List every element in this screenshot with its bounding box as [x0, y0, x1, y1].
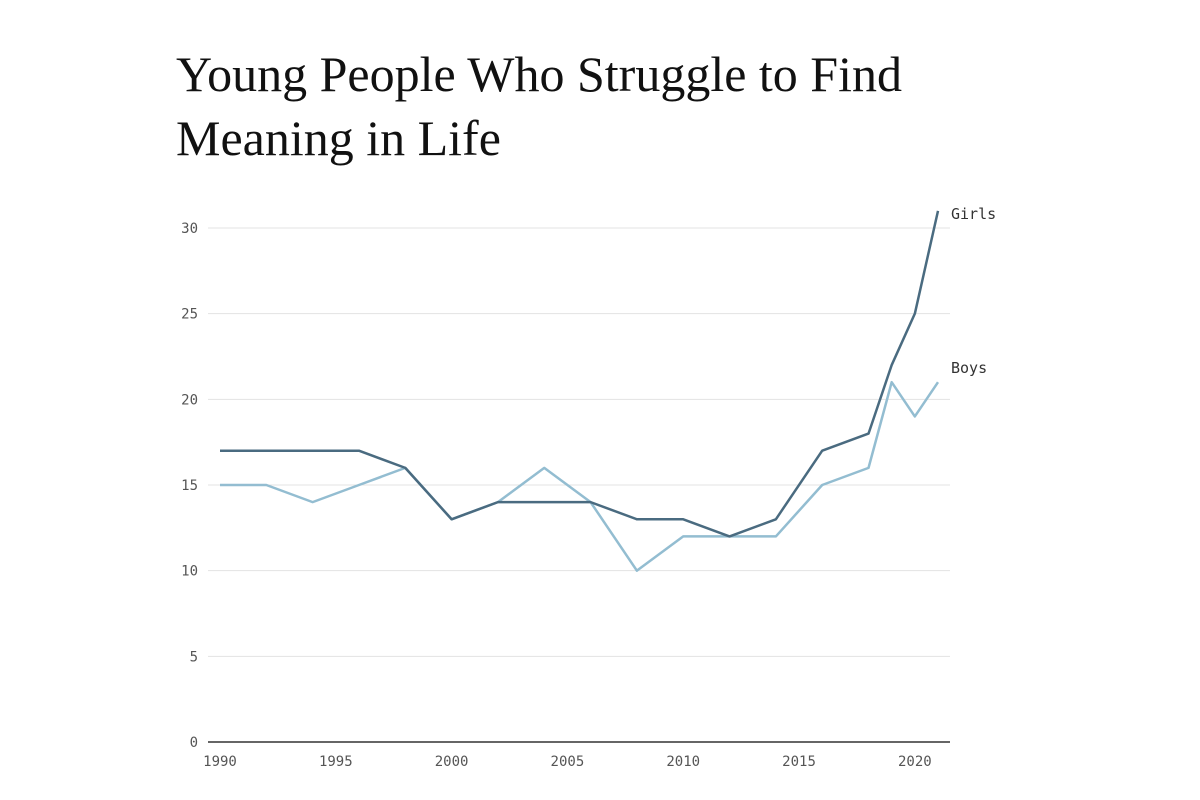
series-label-girls: Girls: [951, 205, 996, 223]
y-tick-label-15: 15: [181, 478, 198, 494]
series-line-girls: [220, 210, 940, 538]
axes: 0 5 10 15 20 25 30 1990 1995 2000 2005 2010 2015 2020: [181, 221, 950, 770]
chart-title: Young People Who Struggle to Find Meanin…: [176, 46, 903, 166]
y-tick-label-5: 5: [190, 649, 198, 665]
x-tick-label-2010: 2010: [666, 754, 700, 770]
grid-lines: [208, 227, 950, 657]
y-tick-label-30: 30: [181, 221, 198, 237]
x-tick-label-1990: 1990: [203, 754, 237, 770]
x-tick-label-2000: 2000: [435, 754, 469, 770]
x-tick-label-2015: 2015: [782, 754, 816, 770]
x-tick-label-2005: 2005: [551, 754, 585, 770]
y-tick-label-10: 10: [181, 564, 198, 580]
y-tick-label-25: 25: [181, 307, 198, 323]
y-tick-label-20: 20: [181, 392, 198, 408]
series-lines: [219, 210, 940, 572]
y-tick-label-0: 0: [190, 735, 198, 751]
x-tick-label-2020: 2020: [898, 754, 932, 770]
series-labels: Girls Boys: [951, 205, 996, 377]
series-label-boys: Boys: [951, 359, 987, 377]
x-tick-label-1995: 1995: [319, 754, 353, 770]
series-line-boys: [220, 380, 940, 572]
